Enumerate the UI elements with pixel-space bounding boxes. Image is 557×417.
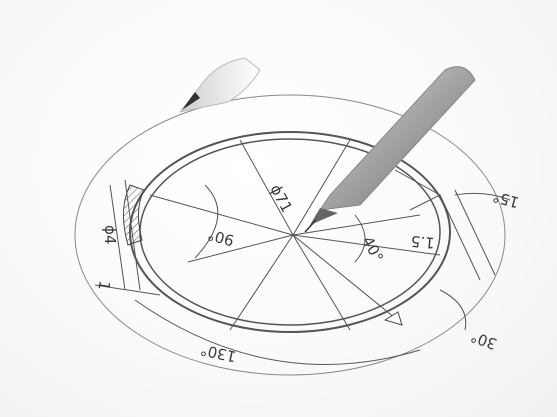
- label-angle-left: 90°: [206, 225, 236, 249]
- arc-30: [439, 289, 467, 331]
- pen-cap-icon: [178, 57, 261, 113]
- radial-lines: [149, 139, 441, 331]
- drafting-pencil-icon: [304, 66, 476, 233]
- label-offset: 1.5: [410, 232, 435, 252]
- left-dimension-lines: [94, 179, 161, 296]
- label-thickness-left: ϕ4: [101, 225, 119, 244]
- arc-130: [134, 299, 421, 365]
- arc-90: [194, 184, 219, 259]
- arc-40: [354, 214, 366, 263]
- label-small-left: 1: [94, 279, 113, 292]
- hatched-section: [123, 184, 145, 246]
- bottom-marker: [383, 311, 403, 326]
- inner-ring-outer: [129, 131, 451, 333]
- label-diameter: ϕ71: [266, 181, 296, 215]
- label-angle-top-right: 15°: [491, 187, 521, 211]
- label-angle-bottom: 130°: [199, 341, 238, 366]
- label-angle-center: 40°: [358, 233, 386, 265]
- label-angle-bottom-right: 30°: [468, 327, 499, 353]
- outer-ring: [74, 94, 506, 376]
- arc-15: [454, 192, 511, 201]
